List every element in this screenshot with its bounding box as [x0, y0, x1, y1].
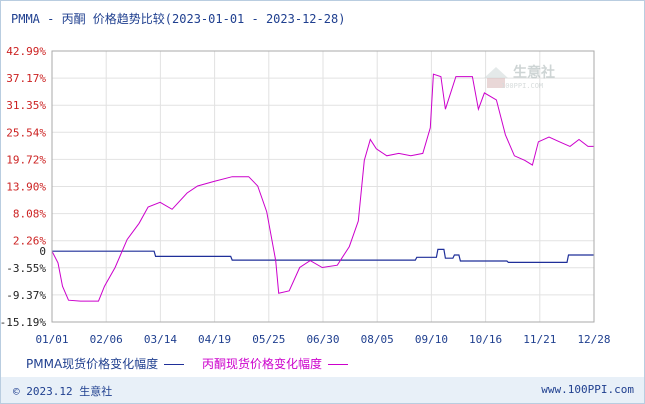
x-tick-label: 08/05 — [361, 333, 394, 346]
y-tick-label: 2.26% — [13, 235, 46, 248]
x-tick-labels: 01/01 02/06 03/14 04/19 05/25 06/30 08/05 09/10… — [35, 333, 610, 346]
legend-swatch-pmma — [164, 364, 185, 365]
chart-svg: 生意社 100PPI.COM 42.99% 37.17% 31.35% 25.54% 1… — [1, 45, 611, 346]
series-lines — [51, 73, 594, 302]
watermark-url: 100PPI.COM — [501, 82, 543, 90]
y-tick-label: -3.55% — [6, 262, 46, 275]
x-tick-label: 02/06 — [90, 333, 123, 346]
legend-label-pmma: PMMA现货价格变化幅度 — [26, 357, 159, 371]
x-tick-label: 09/10 — [415, 333, 448, 346]
legend-swatch-acetone — [328, 364, 348, 365]
x-tick-label: 10/16 — [469, 333, 502, 346]
x-tick-label: 01/01 — [35, 333, 68, 346]
series-line-acetone — [51, 73, 594, 302]
y-tick-label: 19.72% — [6, 153, 46, 166]
x-tick-label: 05/25 — [252, 333, 285, 346]
x-tick-label: 04/19 — [198, 333, 231, 346]
watermark-house-body — [487, 78, 505, 88]
footer-copyright: © 2023.12 生意社 — [13, 385, 113, 398]
x-tick-label: 06/30 — [306, 333, 339, 346]
y-tick-label: 25.54% — [6, 126, 46, 139]
watermark-brand: 生意社 — [513, 64, 555, 81]
chart-title: PMMA - 丙酮 价格趋势比较(2023-01-01 - 2023-12-28… — [11, 12, 346, 26]
footer-bar: © 2023.12 生意社 www.100PPI.com — [1, 377, 644, 403]
y-tick-label: 42.99% — [6, 45, 46, 58]
watermark-house-icon — [484, 67, 508, 78]
legend: PMMA现货价格变化幅度 丙酮现货价格变化幅度 — [26, 355, 362, 372]
y-tick-label: 13.90% — [6, 181, 46, 194]
grid — [52, 50, 594, 323]
series-line-pmma — [52, 248, 594, 263]
legend-label-acetone: 丙酮现货价格变化幅度 — [201, 357, 322, 371]
y-tick-label: -15.19% — [1, 316, 46, 329]
y-tick-label: 37.17% — [6, 72, 46, 85]
y-tick-labels: 42.99% 37.17% 31.35% 25.54% 19.72% 13.90% 8.08… — [1, 45, 46, 329]
x-tick-label: 12/28 — [577, 333, 610, 346]
footer-site-link[interactable]: www.100PPI.com — [541, 383, 634, 396]
legend-item-pmma: PMMA现货价格变化幅度 — [26, 355, 185, 372]
watermark-logo: 生意社 100PPI.COM — [484, 64, 555, 90]
y-tick-label: 8.08% — [13, 208, 46, 221]
x-tick-label: 11/21 — [523, 333, 556, 346]
y-tick-label: 31.35% — [6, 99, 46, 112]
plot-border — [51, 50, 595, 323]
y-tick-label: -9.37% — [6, 289, 46, 302]
y-tick-label: 0 — [39, 245, 46, 258]
legend-item-acetone: 丙酮现货价格变化幅度 — [202, 355, 348, 372]
x-tick-label: 03/14 — [144, 333, 177, 346]
